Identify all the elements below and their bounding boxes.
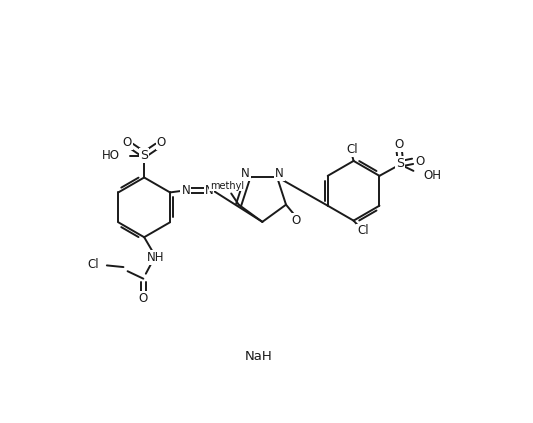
Text: OH: OH (423, 169, 441, 182)
Text: N: N (205, 184, 213, 197)
Text: O: O (123, 136, 132, 149)
Text: Cl: Cl (346, 143, 358, 156)
Text: S: S (140, 149, 148, 162)
Text: O: O (415, 155, 425, 168)
Text: O: O (292, 214, 301, 227)
Text: O: O (157, 136, 166, 149)
Text: Cl: Cl (88, 258, 99, 272)
Text: methyl: methyl (210, 181, 244, 191)
Text: O: O (139, 292, 148, 305)
Text: O: O (395, 138, 404, 151)
Text: NaH: NaH (244, 350, 272, 363)
Text: N: N (275, 167, 284, 180)
Text: NH: NH (147, 250, 165, 264)
Text: HO: HO (102, 149, 120, 162)
Text: N: N (241, 167, 249, 180)
Text: Cl: Cl (357, 225, 368, 237)
Text: S: S (396, 157, 404, 170)
Text: N: N (181, 184, 190, 197)
